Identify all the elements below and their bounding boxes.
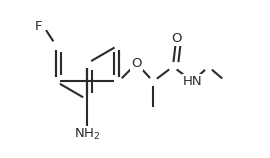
Text: F: F: [35, 20, 43, 33]
Text: O: O: [171, 32, 181, 45]
Text: O: O: [131, 57, 142, 70]
Text: HN: HN: [183, 75, 202, 88]
Text: NH$_2$: NH$_2$: [74, 127, 100, 142]
